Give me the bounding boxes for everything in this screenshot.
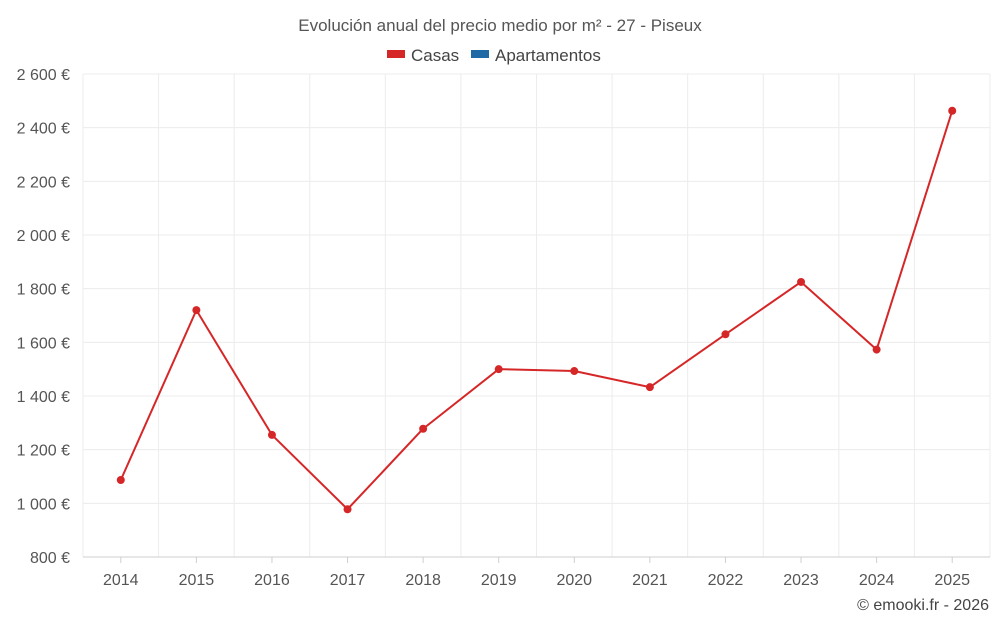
y-tick-label: 2 000 €: [17, 228, 70, 245]
y-tick-label: 1 800 €: [17, 282, 70, 299]
data-point-casas[interactable]: [872, 345, 881, 354]
data-point-casas[interactable]: [570, 367, 579, 376]
x-tick-label: 2014: [103, 572, 139, 589]
y-tick-label: 2 400 €: [17, 121, 70, 138]
data-point-casas[interactable]: [721, 330, 730, 339]
data-point-casas[interactable]: [948, 106, 957, 115]
data-point-casas[interactable]: [192, 306, 201, 315]
y-tick-label: 1 600 €: [17, 335, 70, 352]
series-line-casas: [119, 110, 954, 511]
data-point-casas[interactable]: [343, 505, 352, 514]
chart-title: Evolución anual del precio medio por m² …: [298, 16, 702, 35]
x-tick-label: 2023: [783, 572, 819, 589]
data-point-casas[interactable]: [797, 277, 806, 286]
x-tick-label: 2018: [405, 572, 441, 589]
x-tick-label: 2025: [934, 572, 970, 589]
x-tick-label: 2019: [481, 572, 517, 589]
legend-item-casas[interactable]: Casas: [387, 46, 459, 65]
x-axis: 2014 2015 2016 2017 2018 2019 2020 2021 2022 2023…: [83, 556, 990, 589]
x-tick-label: 2024: [859, 572, 895, 589]
x-tick-label: 2015: [179, 572, 215, 589]
series-casas: [116, 106, 957, 514]
legend-label-apartamentos: Apartamentos: [495, 46, 601, 65]
grid: [82, 73, 991, 557]
legend-swatch-casas: [387, 50, 405, 58]
y-tick-label: 2 200 €: [17, 174, 70, 191]
y-tick-label: 800 €: [30, 550, 70, 567]
legend-item-apartamentos[interactable]: Apartamentos: [471, 46, 601, 65]
data-point-casas[interactable]: [116, 475, 125, 484]
x-tick-label: 2017: [330, 572, 366, 589]
x-tick-label: 2021: [632, 572, 668, 589]
x-tick-label: 2020: [556, 572, 592, 589]
legend: Casas Apartamentos: [387, 46, 601, 65]
y-tick-label: 2 600 €: [17, 67, 70, 84]
data-point-casas[interactable]: [267, 430, 276, 439]
data-point-casas[interactable]: [494, 365, 503, 374]
legend-swatch-apartamentos: [471, 50, 489, 58]
y-tick-label: 1 000 €: [17, 496, 70, 513]
credit-text: © emooki.fr - 2026: [857, 597, 989, 614]
x-tick-label: 2016: [254, 572, 290, 589]
y-axis: 800 € 1 000 € 1 200 € 1 400 € 1 600 € 1 800 €…: [17, 67, 70, 567]
x-tick-label: 2022: [708, 572, 744, 589]
data-point-casas[interactable]: [645, 383, 654, 392]
data-point-casas[interactable]: [419, 424, 428, 433]
y-tick-label: 1 200 €: [17, 443, 70, 460]
legend-label-casas: Casas: [411, 46, 459, 65]
y-tick-label: 1 400 €: [17, 389, 70, 406]
